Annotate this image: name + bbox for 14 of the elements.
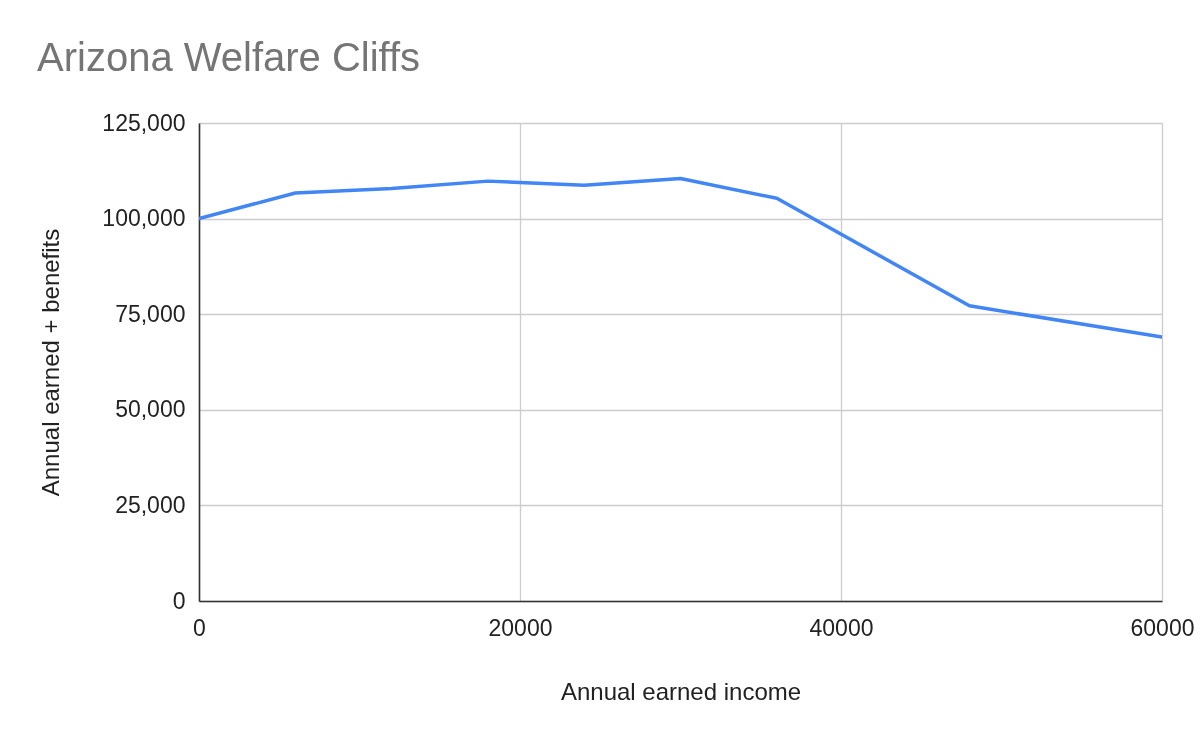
x-tick-label: 60000 (1130, 614, 1195, 641)
y-tick-label: 125,000 (102, 109, 186, 136)
x-tick-label: 20000 (488, 614, 553, 641)
y-tick-label: 75,000 (115, 300, 186, 327)
y-tick-label: 25,000 (115, 491, 186, 518)
y-tick-label: 0 (172, 587, 186, 614)
x-axis-title: Annual earned income (560, 677, 802, 705)
y-tick-label: 50,000 (115, 396, 186, 423)
x-tick-label: 0 (193, 614, 206, 641)
chart-title: Arizona Welfare Cliffs (37, 35, 421, 79)
x-tick-label: 40000 (809, 614, 874, 641)
y-tick-label: 100,000 (102, 205, 186, 232)
line-series (199, 176, 1162, 339)
y-axis-title: Annual earned + benefits (37, 228, 65, 497)
